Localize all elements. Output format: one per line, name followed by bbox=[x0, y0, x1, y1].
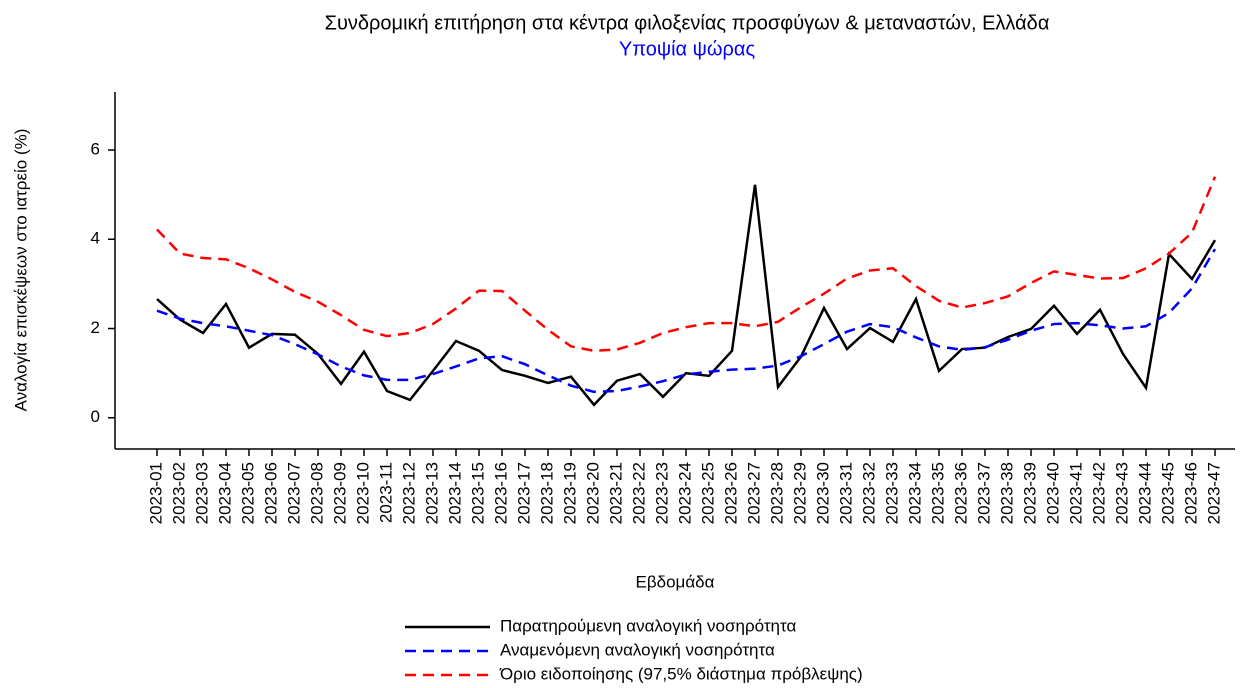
x-tick-label: 2023-30 bbox=[813, 462, 832, 524]
x-tick-label: 2023-14 bbox=[445, 462, 464, 524]
series-line bbox=[156, 184, 1217, 407]
y-tick-label: 4 bbox=[91, 229, 100, 248]
y-tick-label: 0 bbox=[91, 407, 100, 426]
x-tick-label: 2023-19 bbox=[560, 462, 579, 524]
x-tick-label: 2023-47 bbox=[1204, 462, 1223, 524]
y-tick-label: 2 bbox=[91, 318, 100, 337]
x-tick-label: 2023-20 bbox=[583, 462, 602, 524]
legend-label: Παρατηρούμενη αναλογική νοσηρότητα bbox=[500, 616, 796, 635]
x-tick-label: 2023-16 bbox=[491, 462, 510, 524]
x-tick-label: 2023-04 bbox=[215, 462, 234, 524]
x-tick-label: 2023-44 bbox=[1135, 462, 1154, 524]
x-tick-label: 2023-06 bbox=[261, 462, 280, 524]
x-tick-label: 2023-15 bbox=[468, 462, 487, 524]
x-tick-label: 2023-23 bbox=[652, 462, 671, 524]
x-tick-label: 2023-36 bbox=[951, 462, 970, 524]
x-tick-label: 2023-11 bbox=[376, 462, 395, 523]
x-tick-label: 2023-40 bbox=[1043, 462, 1062, 524]
legend-label: Αναμενόμενη αναλογική νοσηρότητα bbox=[500, 640, 775, 659]
x-tick-label: 2023-18 bbox=[537, 462, 556, 524]
x-tick-label: 2023-46 bbox=[1181, 462, 1200, 524]
x-tick-label: 2023-05 bbox=[238, 462, 257, 524]
x-tick-label: 2023-21 bbox=[606, 462, 625, 524]
series-line bbox=[156, 248, 1217, 394]
x-tick-label: 2023-01 bbox=[146, 462, 165, 524]
x-tick-label: 2023-02 bbox=[169, 462, 188, 524]
x-tick-label: 2023-17 bbox=[514, 462, 533, 524]
x-tick-label: 2023-26 bbox=[721, 462, 740, 524]
x-tick-label: 2023-37 bbox=[974, 462, 993, 524]
series-line bbox=[156, 176, 1217, 353]
x-axis-title: Εβδομάδα bbox=[636, 572, 715, 591]
x-tick-label: 2023-42 bbox=[1089, 462, 1108, 524]
x-tick-label: 2023-09 bbox=[330, 462, 349, 524]
x-tick-label: 2023-10 bbox=[353, 462, 372, 524]
x-tick-label: 2023-24 bbox=[675, 462, 694, 524]
x-tick-label: 2023-39 bbox=[1020, 462, 1039, 524]
x-tick-label: 2023-38 bbox=[997, 462, 1016, 524]
x-tick-label: 2023-45 bbox=[1158, 462, 1177, 524]
chart-subtitle: Υποψία ψώρας bbox=[619, 38, 756, 60]
x-tick-label: 2023-43 bbox=[1112, 462, 1131, 524]
x-tick-label: 2023-25 bbox=[698, 462, 717, 524]
x-tick-label: 2023-29 bbox=[790, 462, 809, 524]
x-tick-label: 2023-07 bbox=[284, 462, 303, 524]
y-axis-title: Αναλογία επισκέψεων στο ιατρείο (%) bbox=[11, 129, 30, 412]
x-tick-label: 2023-31 bbox=[836, 462, 855, 524]
legend-label: Όριο ειδοποίησης (97,5% διάστημα πρόβλεψ… bbox=[499, 664, 863, 683]
x-tick-label: 2023-32 bbox=[859, 462, 878, 524]
x-tick-label: 2023-13 bbox=[422, 462, 441, 524]
x-tick-label: 2023-12 bbox=[399, 462, 418, 524]
x-tick-label: 2023-34 bbox=[905, 462, 924, 524]
x-tick-label: 2023-41 bbox=[1066, 462, 1085, 524]
x-tick-label: 2023-28 bbox=[767, 462, 786, 524]
x-tick-label: 2023-22 bbox=[629, 462, 648, 524]
y-tick-label: 6 bbox=[91, 139, 100, 158]
x-tick-label: 2023-03 bbox=[192, 462, 211, 524]
chart-title: Συνδρομική επιτήρηση στα κέντρα φιλοξενί… bbox=[325, 12, 1050, 34]
x-tick-label: 2023-08 bbox=[307, 462, 326, 524]
x-tick-label: 2023-35 bbox=[928, 462, 947, 524]
x-tick-label: 2023-27 bbox=[744, 462, 763, 524]
x-tick-label: 2023-33 bbox=[882, 462, 901, 524]
